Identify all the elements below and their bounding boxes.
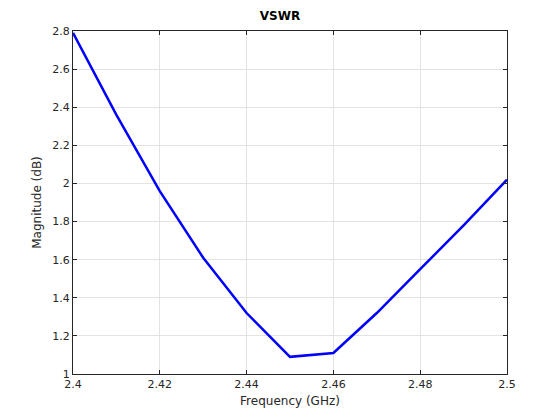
svg-text:2.4: 2.4 (52, 101, 70, 114)
svg-text:2: 2 (63, 177, 70, 190)
svg-text:1.8: 1.8 (52, 215, 70, 228)
svg-text:2.8: 2.8 (52, 25, 70, 38)
svg-text:1.2: 1.2 (52, 330, 70, 343)
svg-text:1.6: 1.6 (52, 254, 70, 267)
svg-text:2.44: 2.44 (234, 378, 259, 391)
svg-text:2.42: 2.42 (148, 378, 173, 391)
svg-text:2.48: 2.48 (408, 378, 433, 391)
svg-text:2.4: 2.4 (64, 378, 82, 391)
svg-text:2.5: 2.5 (498, 378, 516, 391)
svg-text:2.2: 2.2 (52, 139, 70, 152)
svg-text:Magnitude (dB): Magnitude (dB) (30, 156, 44, 249)
svg-text:VSWR: VSWR (260, 9, 300, 23)
svg-text:Frequency (GHz): Frequency (GHz) (240, 394, 340, 408)
svg-text:2.46: 2.46 (321, 378, 346, 391)
svg-text:2.6: 2.6 (52, 63, 70, 76)
svg-text:1.4: 1.4 (52, 292, 70, 305)
svg-text:1: 1 (63, 368, 70, 381)
